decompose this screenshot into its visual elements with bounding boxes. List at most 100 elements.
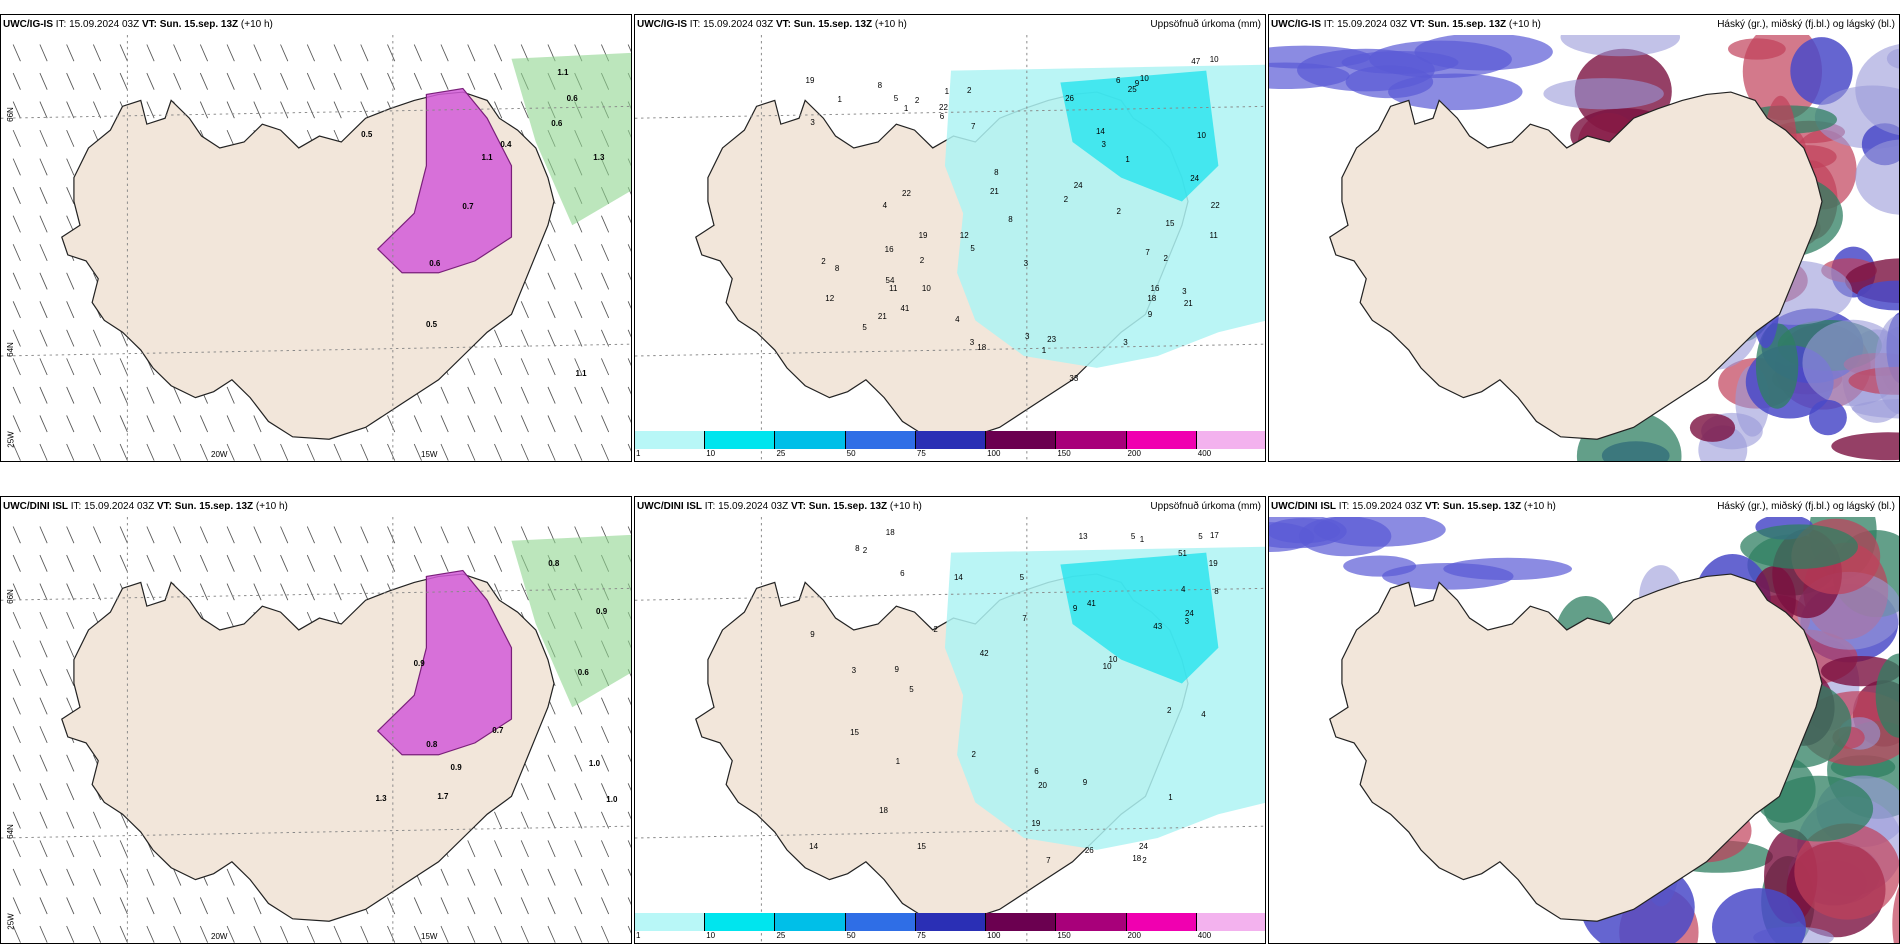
wind-barb <box>39 611 48 629</box>
wind-barb <box>467 897 476 915</box>
wind-barb <box>92 415 102 433</box>
wind-barb <box>66 554 75 572</box>
wind-barb <box>146 44 155 62</box>
wind-barb <box>601 897 610 915</box>
wind-value-label: 1.1 <box>557 67 569 77</box>
wind-barb <box>494 897 503 915</box>
wind-barb <box>574 868 583 886</box>
panel-title: Háský (gr.), miðský (fj.bl.) og lágský (… <box>1717 19 1895 30</box>
wind-barb <box>226 72 235 90</box>
wind-barb <box>146 554 155 572</box>
vt-label: VT: <box>1422 501 1443 512</box>
wind-barb <box>119 443 128 461</box>
colorbar-tick-label: 400 <box>1197 449 1212 458</box>
precip-value-label: 7 <box>971 121 976 131</box>
wind-barb <box>387 443 396 461</box>
wind-barb <box>547 329 556 347</box>
precip-colorbar: 1 10 25 50 75 100 150 200 400 <box>635 913 1265 943</box>
wind-barb <box>253 443 262 461</box>
parallel-line <box>1 587 631 601</box>
precip-value-label: 6 <box>1034 767 1039 777</box>
precip-area-heavy <box>1060 70 1219 202</box>
wind-barb <box>360 44 369 62</box>
wind-barb <box>173 554 182 572</box>
precip-value-label: 24 <box>1073 180 1083 190</box>
wind-barb <box>226 526 235 544</box>
precip-value-label: 7 <box>1145 247 1150 257</box>
wind-barb <box>627 358 631 366</box>
colorbar-tick-label: 25 <box>776 449 786 458</box>
wind-barb <box>12 840 21 858</box>
wind-value-label: 0.9 <box>450 762 462 772</box>
precip-value-label: 3 <box>851 665 857 675</box>
wind-barb <box>39 101 48 119</box>
map-panel-1: UWC/IG-IS IT: 15.09.2024 03Z VT: Sun. 15… <box>0 14 632 462</box>
wind-barb <box>12 272 21 290</box>
wind-barb <box>66 669 75 686</box>
wind-barb <box>39 754 48 772</box>
wind-barb <box>520 583 529 601</box>
wind-barb <box>66 640 75 658</box>
wind-barb <box>601 329 610 347</box>
precip-value-label: 12 <box>959 230 969 240</box>
wind-barb <box>12 526 21 544</box>
wind-barb <box>12 726 21 744</box>
colorbar-swatch <box>986 913 1057 931</box>
wind-barb <box>39 301 48 319</box>
wind-barb <box>39 526 48 544</box>
wind-barb <box>12 187 21 204</box>
wind-barb <box>627 329 631 338</box>
valid-time: Sun. 15.sep. 13Z <box>808 501 888 512</box>
precip-value-label: 24 <box>1184 608 1194 618</box>
precip-value-label: 10 <box>1108 655 1118 664</box>
vt-label: VT: <box>154 501 175 512</box>
wind-barb <box>173 526 182 544</box>
wind-value-label: 0.8 <box>426 739 438 749</box>
colorbar-tick-label: 400 <box>1197 931 1212 940</box>
precip-value-label: 41 <box>1086 598 1096 608</box>
wind-barb <box>387 44 396 62</box>
precip-value-label: 18 <box>977 342 987 352</box>
precip-value-label: 15 <box>1165 218 1175 228</box>
wind-barb <box>360 583 369 601</box>
wind-barb <box>601 244 610 262</box>
wind-barb <box>601 697 610 715</box>
lead-time: (+10 h) <box>253 501 288 512</box>
wind-barb <box>494 101 503 119</box>
precip-value-label: 7 <box>1046 855 1051 865</box>
initial-time: 15.09.2024 03Z <box>84 501 155 512</box>
lead-time: (+10 h) <box>1506 19 1541 30</box>
wind-barb <box>333 44 342 62</box>
wind-barb <box>39 840 48 858</box>
wind-barb <box>119 358 128 376</box>
wind-barb <box>627 925 631 934</box>
wind-barb <box>306 526 315 544</box>
wind-barb <box>173 415 182 433</box>
wind-barb <box>601 415 610 433</box>
wind-barb <box>39 329 48 347</box>
wind-value-label: 0.6 <box>551 119 563 129</box>
valid-time: Sun. 15.sep. 13Z <box>174 501 254 512</box>
wind-barb <box>92 101 102 119</box>
map-canvas <box>1269 517 1899 943</box>
precip-value-label: 14 <box>1095 126 1105 136</box>
wind-barb <box>547 272 556 290</box>
wind-barb <box>12 358 21 376</box>
cloud-patch <box>1808 399 1847 436</box>
wind-barb <box>627 697 631 706</box>
wind-barb <box>92 811 102 829</box>
wind-barb <box>12 415 21 433</box>
map-canvas <box>1269 35 1899 461</box>
wind-barb <box>39 158 48 176</box>
wind-barb <box>92 840 102 858</box>
precip-value-label: 3 <box>810 118 815 128</box>
wind-barb <box>66 840 75 858</box>
wind-barb <box>173 44 182 62</box>
it-label: IT: <box>53 19 70 30</box>
map-panel-5: UWC/DINI ISL IT: 15.09.2024 03Z VT: Sun.… <box>634 496 1266 944</box>
wind-barb <box>467 72 476 90</box>
wind-barb <box>440 44 449 62</box>
model-name: UWC/IG-IS <box>637 19 687 30</box>
precip-value-label: 2 <box>862 546 868 556</box>
wind-barb <box>12 215 21 233</box>
